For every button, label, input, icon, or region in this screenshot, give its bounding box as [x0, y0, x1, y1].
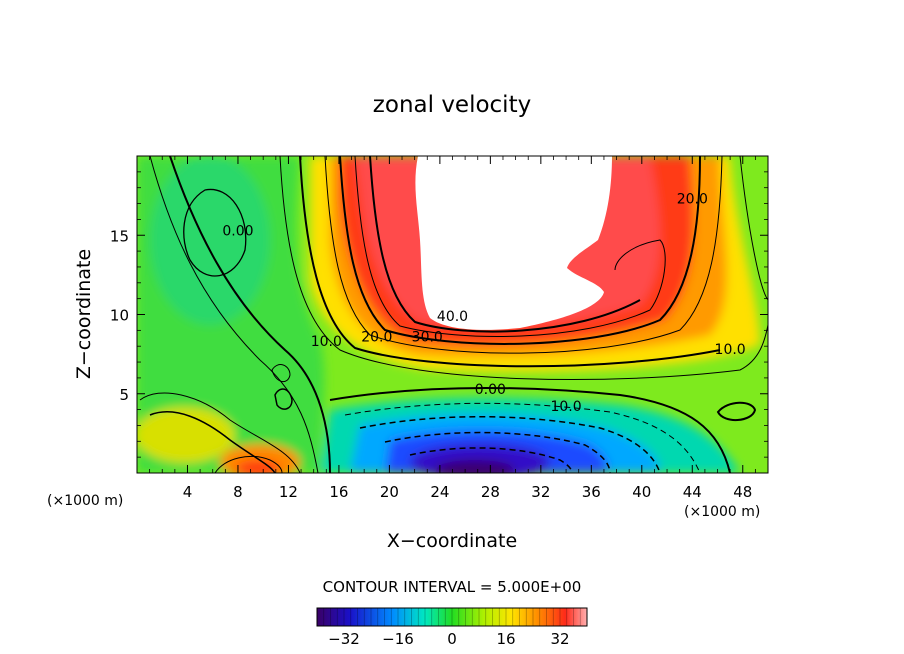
contour-label: 10.0 — [311, 334, 342, 350]
x-tick-label: 36 — [582, 483, 601, 501]
x-tick-label: 20 — [380, 483, 399, 501]
contour-line — [354, 156, 666, 338]
contour-label: 20.0 — [677, 192, 708, 208]
y-axis-label: Z−coordinate — [73, 249, 95, 379]
colorbar-divisions — [323, 608, 581, 626]
contour-line — [369, 156, 641, 333]
x-unit-label-left: (×1000 m) — [47, 493, 123, 509]
contour-label: 10.0 — [715, 342, 746, 358]
colorbar-tick-label: 32 — [550, 630, 569, 648]
contour-line — [299, 156, 721, 368]
x-tick-label: 40 — [632, 483, 651, 501]
contour-line — [183, 188, 247, 277]
contour-label: 0.00 — [475, 382, 506, 398]
x-unit-label-right: (×1000 m) — [684, 504, 760, 520]
contour-line — [274, 388, 293, 410]
contour-line — [409, 447, 573, 473]
contour-line — [339, 156, 701, 345]
colorbar-tick-label: −32 — [328, 630, 360, 648]
contour-line — [324, 156, 723, 354]
colorbar-tick-label: −16 — [382, 630, 414, 648]
contour-line — [139, 392, 301, 473]
jet-core-region — [415, 156, 612, 330]
contour-interval-text: CONTOUR INTERVAL = 5.000E+00 — [323, 578, 582, 596]
y-tick-label: 5 — [119, 386, 129, 404]
x-tick-label: 44 — [683, 483, 702, 501]
colorbar-tick-label: 0 — [447, 630, 457, 648]
contour-labels: 0.00 10.0 20.0 30.0 40.0 20.0 10.0 0.00 10.0 — [222, 192, 745, 416]
x-tick-label: 24 — [430, 483, 449, 501]
contour-label: 40.0 — [437, 309, 468, 325]
contour-line — [149, 156, 319, 473]
contour-line — [344, 402, 701, 473]
contour-line — [271, 364, 291, 383]
contour-label: 30.0 — [412, 329, 443, 345]
x-tick-label: 8 — [233, 483, 243, 501]
x-tick-label: 32 — [531, 483, 550, 501]
x-tick-label: 4 — [183, 483, 193, 501]
contour-label: 10.0 — [550, 399, 581, 415]
y-tick-label: 10 — [110, 307, 129, 325]
x-tick-label: 12 — [279, 483, 298, 501]
filled-field — [137, 156, 768, 473]
contour-line — [169, 156, 331, 473]
contour-line — [739, 156, 768, 301]
contour-line — [716, 401, 757, 421]
colorbar-tick-labels: −32 −16 0 16 32 — [328, 630, 569, 648]
chart-title: zonal velocity — [373, 92, 531, 118]
contour-line — [329, 387, 731, 473]
x-axis-label: X−coordinate — [387, 530, 517, 552]
contour-label: 20.0 — [361, 329, 392, 345]
colorbar-tick-label: 16 — [496, 630, 515, 648]
axis-ticks — [136, 155, 769, 474]
y-tick-label: 15 — [110, 227, 129, 245]
contour-lines — [139, 156, 768, 473]
contour-line — [384, 431, 611, 473]
contour-label: 0.00 — [222, 223, 253, 239]
x-tick-label: 28 — [481, 483, 500, 501]
x-tick-labels: 4 8 12 16 20 24 28 32 36 40 44 48 — [183, 483, 753, 501]
x-tick-label: 48 — [733, 483, 752, 501]
contour-line — [149, 411, 276, 473]
contour-line — [279, 156, 768, 381]
x-tick-label: 16 — [329, 483, 348, 501]
colorbar — [316, 607, 588, 627]
contour-line — [214, 455, 283, 473]
y-tick-labels: 5 10 15 — [110, 227, 129, 404]
contour-line — [359, 416, 661, 473]
